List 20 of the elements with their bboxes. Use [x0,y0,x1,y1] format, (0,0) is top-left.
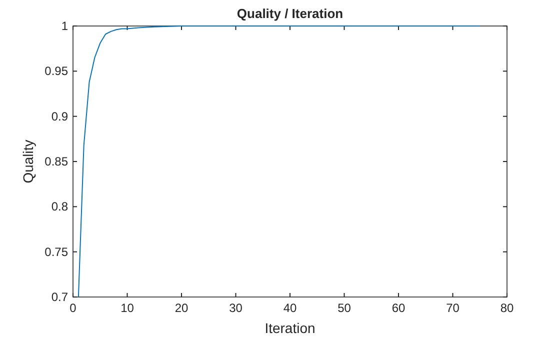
x-tick-label: 80 [500,301,514,315]
x-tick-label: 70 [446,301,460,315]
y-tick-label: 0.95 [44,64,68,78]
x-tick-label: 50 [338,301,352,315]
y-tick-label: 0.75 [44,244,68,259]
x-tick-label: 30 [229,301,243,315]
y-tick-label: 0.85 [44,154,68,168]
x-tick-label: 0 [70,301,77,315]
chart-title: Quality / Iteration [236,6,344,21]
x-tick-label: 40 [283,301,297,315]
y-axis-title: Quality [20,140,36,184]
y-tick-label: 0.7 [51,290,68,304]
line-series [78,26,480,298]
x-axis-title: Iteration [264,320,316,336]
x-tick-label: 10 [120,301,134,315]
y-tick-label: 0.8 [51,200,68,214]
x-tick-label: 60 [392,301,406,315]
y-tick-label: 0.9 [51,109,68,124]
y-tick-label: 1 [61,19,68,33]
x-tick-label: 20 [174,301,188,315]
